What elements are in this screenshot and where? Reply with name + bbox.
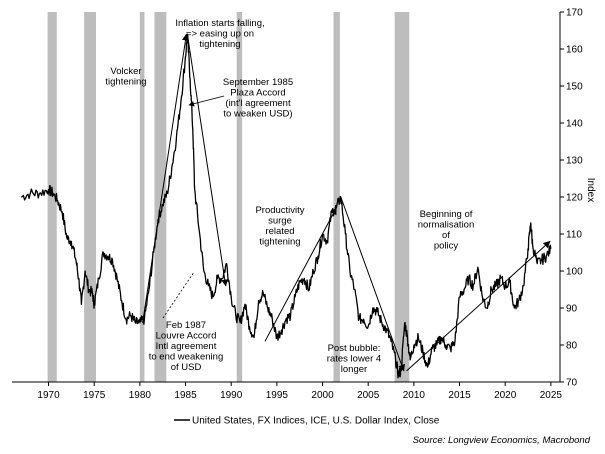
y-tick-label-110: 110 — [566, 230, 582, 241]
annotation-5-line-0: Feb 1987 — [166, 320, 206, 331]
recession-band-5 — [333, 12, 340, 382]
source-note: Source: Longview Economics, Macrobond — [413, 435, 591, 446]
annotation-6-line-0: Post bubble: — [328, 343, 381, 354]
annotation-0-line-1: => easing up on — [186, 29, 254, 40]
trend-arrow-1 — [186, 34, 229, 287]
annotation-2-line-0: September 1985 — [223, 77, 293, 88]
x-tick-label-2025: 2025 — [540, 390, 563, 401]
trend-arrow-3 — [340, 196, 405, 372]
annotation-5-line-4: of USD — [171, 362, 202, 373]
annotation-5-line-3: to end weakening — [149, 352, 223, 363]
x-tick-label-1975: 1975 — [83, 390, 106, 401]
annotation-0-line-0: Inflation starts falling, — [175, 18, 264, 29]
x-tick-label-1995: 1995 — [266, 390, 289, 401]
annotation-2-line-2: (int'l agreement — [225, 98, 291, 109]
recession-band-0 — [47, 12, 57, 382]
legend: United States, FX Indices, ICE, U.S. Dol… — [174, 416, 440, 427]
annotation-4: Beginning of normalisation of policy — [418, 209, 475, 252]
recession-band-4 — [236, 12, 243, 382]
recession-band-3 — [154, 12, 167, 382]
y-tick-label-120: 120 — [566, 193, 583, 204]
x-tick-label-2005: 2005 — [357, 390, 380, 401]
legend-label: United States, FX Indices, ICE, U.S. Dol… — [192, 416, 440, 427]
annotation-3-line-3: tightening — [259, 237, 300, 248]
annotation-5-line-1: Louvre Accord — [156, 331, 217, 342]
annotation-3-line-0: Productivity — [255, 205, 304, 216]
trend-arrow-2 — [264, 207, 337, 342]
annotation-5: Feb 1987 Louvre Accord Intl agreement to en… — [149, 320, 223, 373]
annotation-3-line-2: related — [265, 226, 294, 237]
annotation-6-line-1: rates lower 4 — [327, 354, 381, 365]
louvre-pointer — [162, 271, 195, 319]
x-tick-label-2010: 2010 — [403, 390, 426, 401]
y-tick-label-100: 100 — [566, 267, 583, 278]
trend-arrow-4 — [406, 240, 551, 372]
annotation-3-line-1: surge — [268, 216, 292, 227]
annotation-2-line-3: to weaken USD) — [223, 109, 292, 120]
annotation-2-line-1: Plaza Accord — [230, 88, 285, 99]
plaza-pointer — [188, 95, 225, 107]
annotation-1: Volcker tightening — [105, 66, 146, 88]
annotation-6: Post bubble: rates lower 4 longer — [327, 343, 381, 375]
x-tick-label-2020: 2020 — [494, 390, 517, 401]
annotation-2: September 1985 Plaza Accord (int'l agreeme… — [223, 77, 293, 120]
x-tick-label-2000: 2000 — [311, 390, 334, 401]
y-tick-label-150: 150 — [566, 82, 583, 93]
annotation-0: Inflation starts falling, => easing up on… — [175, 18, 264, 50]
annotation-4-line-1: normalisation — [418, 220, 475, 231]
annotation-0-line-2: tightening — [199, 39, 240, 50]
recession-band-6 — [394, 12, 410, 382]
y-tick-label-130: 130 — [566, 156, 583, 167]
annotation-6-line-2: longer — [341, 364, 367, 375]
annotation-1-line-1: tightening — [105, 77, 146, 88]
annotation-4-line-2: of — [442, 230, 450, 241]
y-tick-label-140: 140 — [566, 119, 583, 130]
series-layer — [20, 33, 552, 379]
recession-bands — [47, 12, 410, 382]
y-tick-label-90: 90 — [566, 304, 578, 315]
x-tick-label-1970: 1970 — [37, 390, 60, 401]
x-tick-label-1980: 1980 — [129, 390, 152, 401]
annotation-5-line-2: Intl agreement — [156, 341, 217, 352]
x-tick-label-1990: 1990 — [220, 390, 243, 401]
annotation-1-line-0: Volcker — [110, 66, 141, 77]
y-axis-title: Index — [585, 178, 596, 202]
x-tick-label-1985: 1985 — [174, 390, 197, 401]
annotation-4-line-0: Beginning of — [420, 209, 473, 220]
axes: 1970 1975 1980 1985 1990 1995 2000 2005 2010 2015… — [12, 8, 583, 401]
annotations: Inflation starts falling, => easing up on… — [105, 18, 474, 375]
x-tick-label-2015: 2015 — [448, 390, 471, 401]
y-tick-label-80: 80 — [566, 341, 578, 352]
annotation-4-line-3: policy — [434, 241, 459, 252]
annotation-3: Productivity surge related tightening — [255, 205, 304, 248]
y-tick-label-170: 170 — [566, 8, 583, 19]
series-line-0 — [20, 33, 552, 379]
recession-band-2 — [139, 12, 145, 382]
recession-band-1 — [84, 12, 97, 382]
y-tick-label-70: 70 — [566, 378, 578, 389]
y-tick-label-160: 160 — [566, 45, 583, 56]
